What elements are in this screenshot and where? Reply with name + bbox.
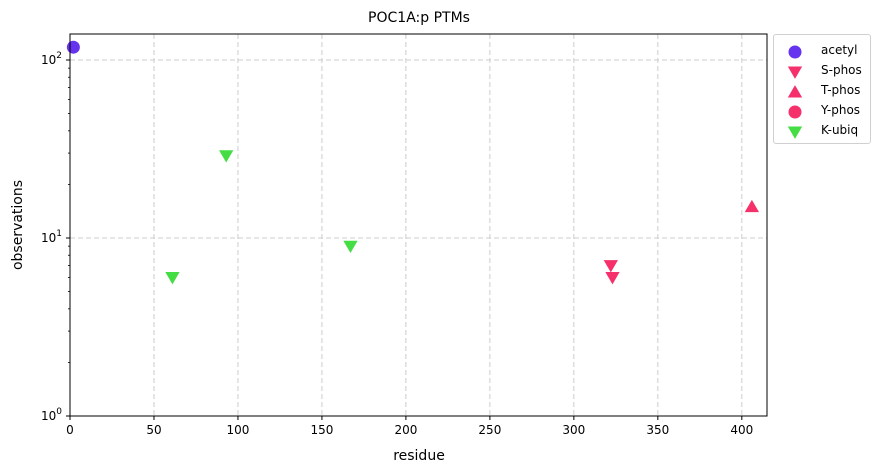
legend-item: Y-phos [774, 101, 870, 121]
x-axis-label: residue [393, 448, 445, 464]
y-axis: 100 101 102 [41, 51, 70, 423]
y-axis-label: observations [10, 180, 26, 270]
S-phos-point [605, 272, 620, 285]
S-phos-point [603, 260, 618, 273]
legend-marker [787, 85, 803, 98]
x-tick-label: 200 [394, 423, 417, 437]
legend-marker [788, 45, 802, 59]
legend-marker-shape [787, 66, 803, 79]
x-axis: 0 50 100 150 200 250 300 350 400 [66, 416, 753, 437]
x-tick-label: 150 [310, 423, 333, 437]
legend-label: Y-phos [821, 103, 861, 117]
x-tick-label: 50 [146, 423, 161, 437]
chart-title: POC1A:p PTMs [368, 10, 470, 26]
legend-item: acetyl [774, 41, 870, 61]
data-points [66, 40, 760, 285]
legend-label: T-phos [821, 83, 861, 97]
legend-marker-shape [788, 45, 802, 59]
x-tick-label: 300 [562, 423, 585, 437]
legend-label: acetyl [821, 43, 858, 57]
K-ubiq-point [343, 240, 358, 253]
legend-marker [788, 105, 802, 119]
legend-marker [787, 66, 803, 79]
K-ubiq-point [165, 272, 180, 285]
x-tick-label: 100 [226, 423, 249, 437]
legend-label: K-ubiq [821, 123, 859, 137]
x-tick-label: 350 [646, 423, 669, 437]
y-tick-label: 100 [41, 407, 62, 423]
legend-marker-shape [787, 126, 803, 139]
acetyl-point [66, 40, 80, 54]
legend-item: T-phos [774, 81, 870, 101]
plot-frame [69, 33, 768, 417]
y-tick-label: 101 [41, 229, 62, 245]
legend-item: K-ubiq [774, 121, 870, 141]
x-tick-label: 250 [478, 423, 501, 437]
T-phos-point [744, 199, 760, 213]
grid-lines [70, 34, 767, 416]
K-ubiq-point [219, 150, 234, 163]
legend-marker-shape [788, 105, 802, 119]
y-tick-label: 102 [41, 51, 62, 67]
legend: acetyl S-phos T-phos Y-phos K-ubiq [773, 34, 871, 144]
legend-label: S-phos [821, 63, 862, 77]
legend-marker [787, 126, 803, 139]
x-tick-label: 400 [730, 423, 753, 437]
legend-marker-shape [787, 85, 803, 98]
x-tick-label: 0 [66, 423, 74, 437]
legend-item: S-phos [774, 61, 870, 81]
